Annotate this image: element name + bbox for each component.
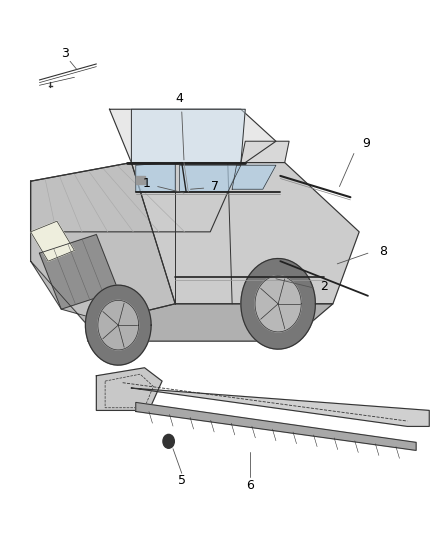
Text: 1: 1 (143, 177, 151, 190)
Circle shape (163, 434, 174, 448)
Text: 3: 3 (61, 47, 69, 60)
Polygon shape (131, 163, 359, 304)
Polygon shape (85, 285, 151, 365)
Polygon shape (110, 109, 276, 163)
Polygon shape (136, 402, 416, 450)
Text: 5: 5 (178, 474, 186, 487)
Polygon shape (136, 163, 175, 192)
Polygon shape (88, 304, 333, 341)
Text: 7: 7 (211, 180, 219, 193)
Polygon shape (241, 141, 289, 163)
Polygon shape (31, 261, 118, 325)
Polygon shape (232, 165, 276, 189)
Polygon shape (31, 221, 74, 261)
Text: 8: 8 (379, 245, 387, 258)
Polygon shape (131, 388, 429, 426)
Polygon shape (131, 109, 245, 163)
Polygon shape (136, 176, 145, 184)
Text: 9: 9 (362, 138, 370, 150)
Text: 6: 6 (246, 479, 254, 491)
Polygon shape (31, 163, 175, 325)
Polygon shape (96, 368, 162, 410)
Polygon shape (255, 276, 301, 332)
Polygon shape (31, 163, 241, 232)
Polygon shape (98, 301, 138, 350)
Polygon shape (39, 235, 118, 309)
Polygon shape (180, 165, 241, 192)
Text: 2: 2 (320, 280, 328, 293)
Text: 4: 4 (176, 92, 184, 105)
Polygon shape (241, 259, 315, 349)
